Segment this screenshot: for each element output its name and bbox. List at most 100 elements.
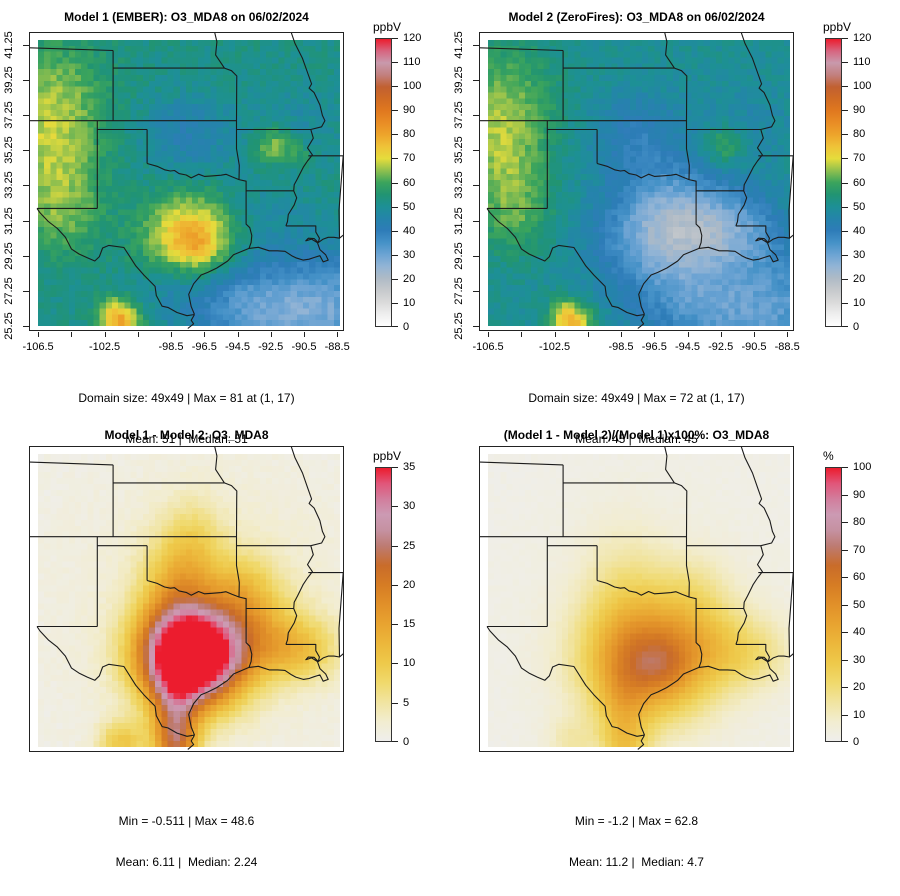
colorbar-tick-label: 30 [853,248,866,261]
colorbar-tick-label: 0 [403,736,410,748]
x-axis-tick-label: -102.5 [538,341,571,353]
colorbar-tick-label: 40 [853,224,866,237]
map-plot-area [29,32,344,331]
x-axis-tick [720,332,722,337]
y-axis-tick-label: 25.25 [3,311,15,340]
colorbar-tick [842,467,848,468]
colorbar-tick-label: 70 [853,152,866,165]
stats-line-2: Mean: 45 | Median: 45 [575,431,698,446]
colorbar-tick-label: 20 [853,681,866,693]
colorbar-tick-label: 70 [853,543,866,556]
y-axis-tick [23,185,29,187]
colorbar-tick-label: 20 [403,578,416,591]
colorbar-tick-label: 40 [853,626,866,638]
x-axis-tick [621,332,622,337]
stats-line-1: Domain size: 49x49 | Max = 72 at (1, 17) [528,391,745,405]
colorbar-gradient [375,38,392,327]
colorbar-tick [842,549,848,551]
colorbar-tick [842,134,848,136]
colorbar-tick-label: 30 [853,653,866,666]
x-axis-tick-label: -98.5 [608,341,634,353]
colorbar-tick [392,86,398,88]
x-axis-tick [787,332,789,337]
x-axis-tick-label: -92.5 [708,341,734,353]
colorbar-tick [392,702,398,704]
colorbar-tick [842,254,848,256]
panel-percent-difference: (Model 1 - Model 2)/(Model 1)x100%: O3_M… [450,420,900,868]
y-axis-tick [473,185,479,187]
y-axis-tick [23,255,29,257]
colorbar-tick-label: 110 [853,56,871,69]
x-axis-tick [554,332,556,337]
colorbar-tick [392,182,398,184]
x-axis-tick [304,332,305,337]
colorbar-tick-label: 35 [403,461,416,473]
colorbar-tick [392,506,398,508]
colorbar-tick [842,302,848,304]
colorbar-gradient [825,467,842,742]
x-axis-tick-label: -98.5 [158,341,184,353]
colorbar-tick [842,577,848,578]
x-axis-tick-label: -94.5 [224,341,251,353]
colorbar-tick [392,584,398,586]
x-axis-tick [754,332,755,337]
x-axis-tick [654,332,656,337]
y-axis-tick-label: 25.25 [453,311,465,340]
colorbar-tick-label: 90 [853,488,866,501]
panel-stats: Min = -0.511 | Max = 48.6 Mean: 6.11 | M… [29,788,344,896]
colorbar-tick [392,158,398,160]
colorbar-tick-label: 80 [853,516,866,528]
colorbar-tick-label: 80 [853,128,866,141]
colorbar-tick-label: 10 [853,708,866,721]
colorbar-tick [392,741,398,742]
colorbar-tick [842,494,848,496]
colorbar-tick-label: 30 [403,248,416,261]
x-axis-tick [488,332,490,337]
map-plot-area [479,32,794,331]
x-axis-tick-label: -94.5 [674,341,701,353]
y-axis-tick [23,80,29,82]
colorbar-tick-label: 5 [403,696,410,709]
y-axis-tick [473,150,479,152]
panel-stats: Min = -1.2 | Max = 62.8 Mean: 11.2 | Med… [479,788,794,896]
colorbar-tick-label: 10 [403,657,416,670]
y-axis-tick [473,80,479,82]
x-axis-tick [38,332,40,337]
stats-line-1: Min = -1.2 | Max = 62.8 [574,814,699,828]
colorbar-tick [392,624,398,626]
x-axis-tick [104,332,106,337]
x-axis-tick [237,332,239,337]
colorbar-tick-label: 100 [403,80,422,93]
model-comparison-figure: Model 1 (EMBER): O3_MDA8 on 06/02/2024 p… [3,10,900,868]
colorbar-tick [392,278,398,280]
colorbar-gradient [825,38,842,327]
colorbar-tick [842,158,848,160]
colorbar-tick-label: 15 [403,618,416,631]
colorbar-tick [392,230,398,232]
stats-line-1: Min = -0.511 | Max = 48.6 [118,814,255,828]
x-axis-tick-label: -102.5 [88,341,121,353]
colorbar-tick-label: 120 [403,32,422,44]
x-axis-tick [204,332,206,337]
panel-title: Model 1 - Model 2: O3_MDA8 [104,428,269,442]
x-axis-tick-label: -106.5 [22,341,54,353]
colorbar-tick-label: 90 [403,104,416,117]
colorbar-tick-label: 0 [853,736,860,748]
colorbar-tick [842,714,848,716]
colorbar-tick [842,110,848,112]
x-axis-tick [521,332,523,337]
colorbar-tick-label: 60 [853,571,866,583]
y-axis-tick [23,45,29,47]
x-axis-tick-label: -88.5 [324,341,350,353]
y-axis-tick [23,150,29,152]
colorbar-tick-label: 0 [853,321,860,333]
panel-title: (Model 1 - Model 2)/(Model 1)x100%: O3_M… [503,428,770,442]
x-axis-tick-label: -92.5 [258,341,284,353]
colorbar-tick-label: 10 [403,296,416,309]
colorbar-tick [842,326,848,327]
x-axis-tick-label: -96.5 [191,341,217,353]
y-axis-tick [473,45,479,47]
colorbar-unit-label: ppbV [823,20,852,34]
y-axis-tick [473,255,479,257]
colorbar-tick-label: 70 [403,152,416,165]
